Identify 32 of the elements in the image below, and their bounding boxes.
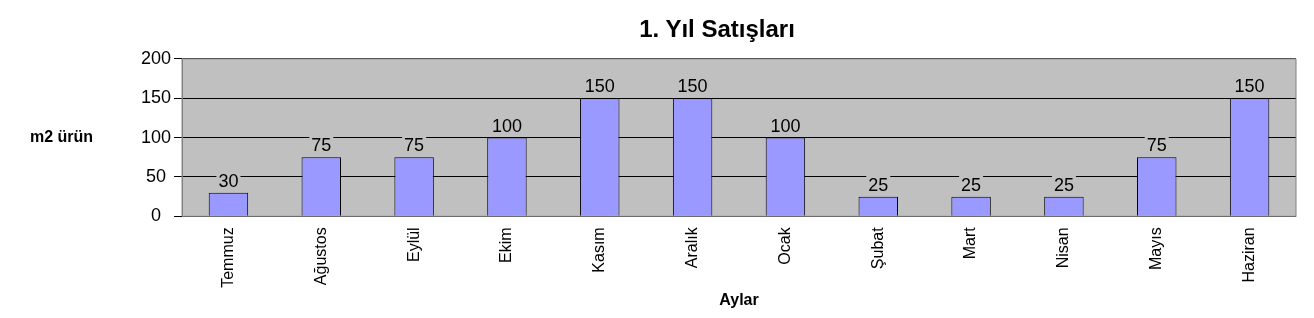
data-label: 25: [1053, 174, 1074, 195]
x-tick-label: Aralık: [683, 226, 701, 269]
y-axis-title: m2 ürün: [30, 127, 94, 145]
data-label: 150: [584, 76, 615, 97]
x-tick-label: Şubat: [868, 226, 886, 270]
y-tick-label: 150: [140, 87, 172, 108]
x-tick-label: Ağustos: [311, 227, 329, 286]
y-tick-label: 200: [140, 47, 172, 68]
data-label: 150: [677, 76, 708, 97]
y-tick-label: 50: [146, 165, 167, 186]
data-label: 150: [1234, 76, 1265, 97]
data-label: 25: [868, 174, 889, 195]
x-tick-label: Ekim: [497, 227, 515, 263]
data-label: 75: [1146, 135, 1167, 156]
data-label: 75: [311, 135, 332, 156]
x-tick-label: Nisan: [1054, 227, 1072, 269]
data-label: 75: [404, 135, 425, 156]
x-tick-label: Mayıs: [1147, 227, 1165, 271]
x-tick-label: Haziran: [1239, 227, 1257, 283]
chart-title: 1. Yıl Satışları: [639, 15, 795, 43]
x-tick-label: Kasım: [590, 227, 608, 273]
x-tick-label: Temmuz: [218, 227, 236, 288]
x-tick-label: Mart: [961, 226, 979, 260]
x-tick-label: Eylül: [404, 227, 422, 263]
y-tick-label: 100: [140, 126, 172, 147]
data-label: 25: [961, 174, 982, 195]
x-axis-title: Aylar: [719, 290, 759, 308]
data-label: 100: [491, 115, 522, 136]
y-tick-label: 0: [151, 205, 162, 226]
data-label: 30: [218, 170, 239, 191]
x-tick-label: Ocak: [775, 226, 793, 265]
data-label: 100: [770, 115, 801, 136]
